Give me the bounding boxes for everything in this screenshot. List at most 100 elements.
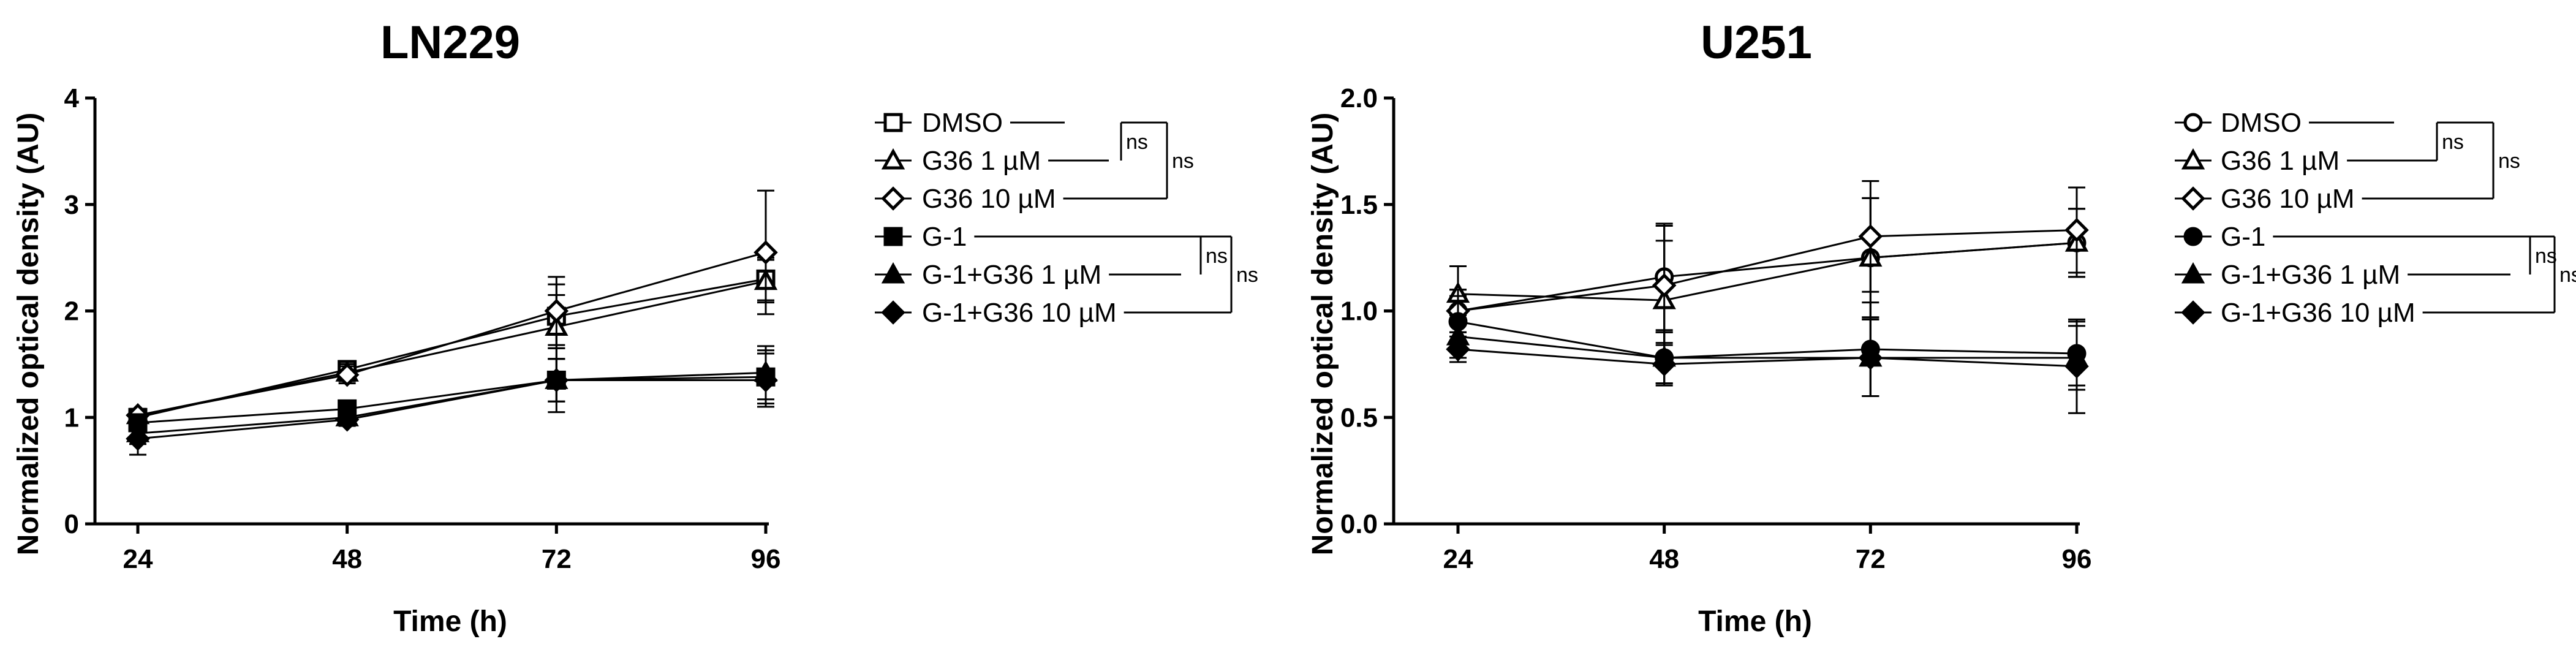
- ns-label: ns: [2498, 150, 2520, 173]
- series-line: [137, 379, 766, 440]
- series-layer: [126, 189, 778, 456]
- legend-label: DMSO: [922, 108, 1003, 138]
- y-tick-label: 4: [64, 83, 80, 113]
- legend-label: G36 1 µM: [2221, 146, 2340, 176]
- legend-label: G-1: [922, 222, 967, 252]
- legend-marker: [2181, 262, 2205, 284]
- legend-item: G-1+G36 1 µM: [2175, 260, 2510, 290]
- legend-item: G-1+G36 10 µM: [875, 298, 1231, 328]
- legend-label: DMSO: [2221, 108, 2302, 138]
- y-tick-label: 1.0: [1340, 297, 1378, 327]
- legend-item: G-1+G36 10 µM: [2175, 298, 2555, 328]
- series-line: [137, 251, 766, 417]
- data-point: [334, 362, 360, 387]
- legend-marker: [2181, 300, 2205, 325]
- legend-item: G36 10 µM: [875, 184, 1167, 214]
- ns-label: ns: [1126, 131, 1148, 154]
- legend: DMSO G36 1 µM G36 10 µM G-1 G-1+G36 1 µM G-1+…: [2175, 108, 2576, 328]
- ns-label: ns: [1172, 150, 1194, 173]
- legend-item: DMSO: [875, 108, 1065, 138]
- x-tick-label: 72: [542, 544, 572, 574]
- legend-label: G-1+G36 10 µM: [2221, 298, 2415, 328]
- legend: DMSO G36 1 µM G36 10 µM G-1 G-1+G36 1 µM G-1+…: [875, 108, 1258, 328]
- legend-item: DMSO: [2175, 108, 2394, 138]
- y-tick-label: 1.5: [1340, 190, 1378, 220]
- x-tick-label: 96: [2062, 544, 2092, 574]
- legend-marker: [2183, 227, 2203, 246]
- y-tick-label: 1: [64, 403, 79, 433]
- series-line: [137, 376, 766, 424]
- series-layer: [1446, 180, 2089, 414]
- legend-marker: [883, 227, 903, 246]
- data-point: [1446, 337, 1470, 362]
- chart-title: U251: [1701, 17, 1812, 69]
- series-5: [1446, 318, 2089, 414]
- data-point: [1858, 346, 1883, 370]
- panel-ln229: LN229 Normalized optical density (AU) Ti…: [12, 17, 1258, 638]
- legend-item: G-1+G36 1 µM: [875, 260, 1181, 290]
- data-point: [126, 426, 150, 451]
- x-axis-label: Time (h): [393, 605, 507, 638]
- legend-marker: [883, 113, 903, 132]
- legend-label: G36 10 µM: [2221, 184, 2355, 214]
- ns-label: ns: [1206, 244, 1228, 268]
- legend-label: G-1: [2221, 222, 2265, 252]
- axes: 0.0 0.5 1.0 1.5 2.0 24 48 72 96: [1340, 83, 2092, 574]
- series-1: [1446, 197, 2089, 361]
- data-point: [2064, 218, 2089, 243]
- legend-item: G-1: [875, 222, 1201, 252]
- legend-marker: [2181, 148, 2205, 170]
- y-axis-label: Normalized optical density (AU): [1307, 113, 1339, 556]
- y-tick-label: 2.0: [1340, 83, 1378, 113]
- data-point: [544, 298, 569, 324]
- x-tick-label: 48: [332, 544, 362, 574]
- data-point: [2064, 354, 2089, 379]
- series-5: [126, 347, 778, 456]
- chart-title: LN229: [380, 17, 520, 69]
- legend-label: G-1+G36 1 µM: [922, 260, 1101, 290]
- y-tick-label: 0.5: [1340, 403, 1378, 433]
- series-2: [1446, 180, 2089, 346]
- y-axis-label: Normalized optical density (AU): [12, 113, 45, 556]
- y-tick-label: 0.0: [1340, 509, 1378, 539]
- legend-label: G-1+G36 10 µM: [922, 298, 1117, 328]
- legend-label: G36 1 µM: [922, 146, 1041, 176]
- legend-item: G36 10 µM: [2175, 184, 2493, 214]
- series-line: [137, 371, 766, 434]
- x-tick-label: 72: [1856, 544, 1886, 574]
- series-line: [137, 280, 766, 417]
- series-line: [1457, 348, 2077, 368]
- y-tick-label: 3: [64, 190, 79, 220]
- legend-label: G36 10 µM: [922, 184, 1056, 214]
- legend-marker: [881, 262, 905, 284]
- series-line: [1457, 241, 2077, 301]
- y-tick-label: 2: [64, 297, 79, 327]
- x-tick-label: 96: [751, 544, 781, 574]
- legend-marker: [2183, 113, 2203, 132]
- data-point: [1652, 273, 1677, 298]
- x-tick-label: 48: [1649, 544, 1679, 574]
- series-line: [1457, 241, 2077, 312]
- series-3: [128, 349, 776, 433]
- panel-u251: U251 Normalized optical density (AU) Tim…: [1307, 17, 2576, 638]
- y-tick-label: 0: [64, 509, 79, 539]
- data-point: [1652, 352, 1677, 377]
- series-line: [1457, 335, 2077, 359]
- data-point: [1858, 224, 1883, 249]
- legend-item: G36 1 µM: [875, 146, 1109, 176]
- legend-item: G36 1 µM: [2175, 146, 2437, 176]
- x-tick-label: 24: [123, 544, 153, 574]
- series-line: [1457, 229, 2077, 312]
- data-point: [754, 368, 778, 393]
- data-point: [754, 240, 778, 265]
- legend-marker: [2181, 186, 2205, 211]
- legend-marker: [881, 148, 905, 170]
- x-tick-label: 24: [1443, 544, 1473, 574]
- data-point: [544, 368, 569, 393]
- legend-marker: [881, 186, 905, 211]
- ns-label: ns: [1236, 263, 1258, 287]
- series-2: [126, 189, 778, 428]
